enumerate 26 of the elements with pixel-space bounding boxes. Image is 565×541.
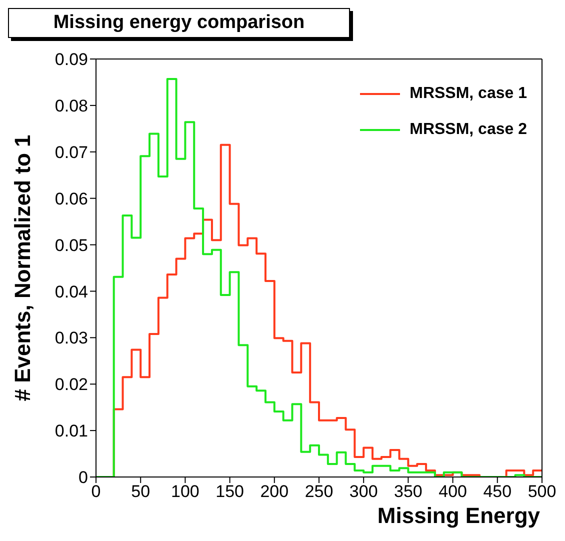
x-tick-label: 250 (304, 482, 334, 502)
y-tick-label: 0.05 (54, 236, 88, 255)
x-tick-label: 450 (483, 482, 512, 502)
x-axis-title: Missing Energy (377, 503, 541, 528)
x-tick-label: 300 (349, 482, 378, 502)
y-tick-label: 0.07 (54, 142, 88, 162)
x-tick-label: 200 (260, 482, 289, 502)
x-tick-label: 350 (394, 482, 422, 502)
y-tick-label: 0.04 (54, 282, 88, 302)
y-tick-label: 0.03 (54, 328, 88, 348)
y-tick-label: 0.06 (54, 189, 88, 208)
x-tick-label: 400 (438, 482, 467, 502)
y-tick-label: 0.09 (54, 50, 88, 70)
legend-label: MRSSM, case 1 (410, 85, 527, 103)
x-tick-label: 0 (91, 482, 101, 502)
y-axis-title: # Events, Normalized to 1 (10, 134, 35, 402)
y-tick-label: 0.02 (54, 375, 88, 394)
y-tick-label: 0 (78, 468, 88, 488)
y-tick-label: 0.08 (54, 96, 88, 116)
x-tick-label: 500 (528, 482, 556, 502)
y-tick-label: 0.01 (54, 422, 88, 441)
chart-title: Missing energy comparison (8, 8, 350, 38)
x-tick-label: 100 (171, 482, 200, 502)
x-tick-label: 150 (216, 482, 244, 502)
legend-label: MRSSM, case 2 (410, 121, 527, 139)
x-tick-label: 50 (131, 482, 150, 502)
